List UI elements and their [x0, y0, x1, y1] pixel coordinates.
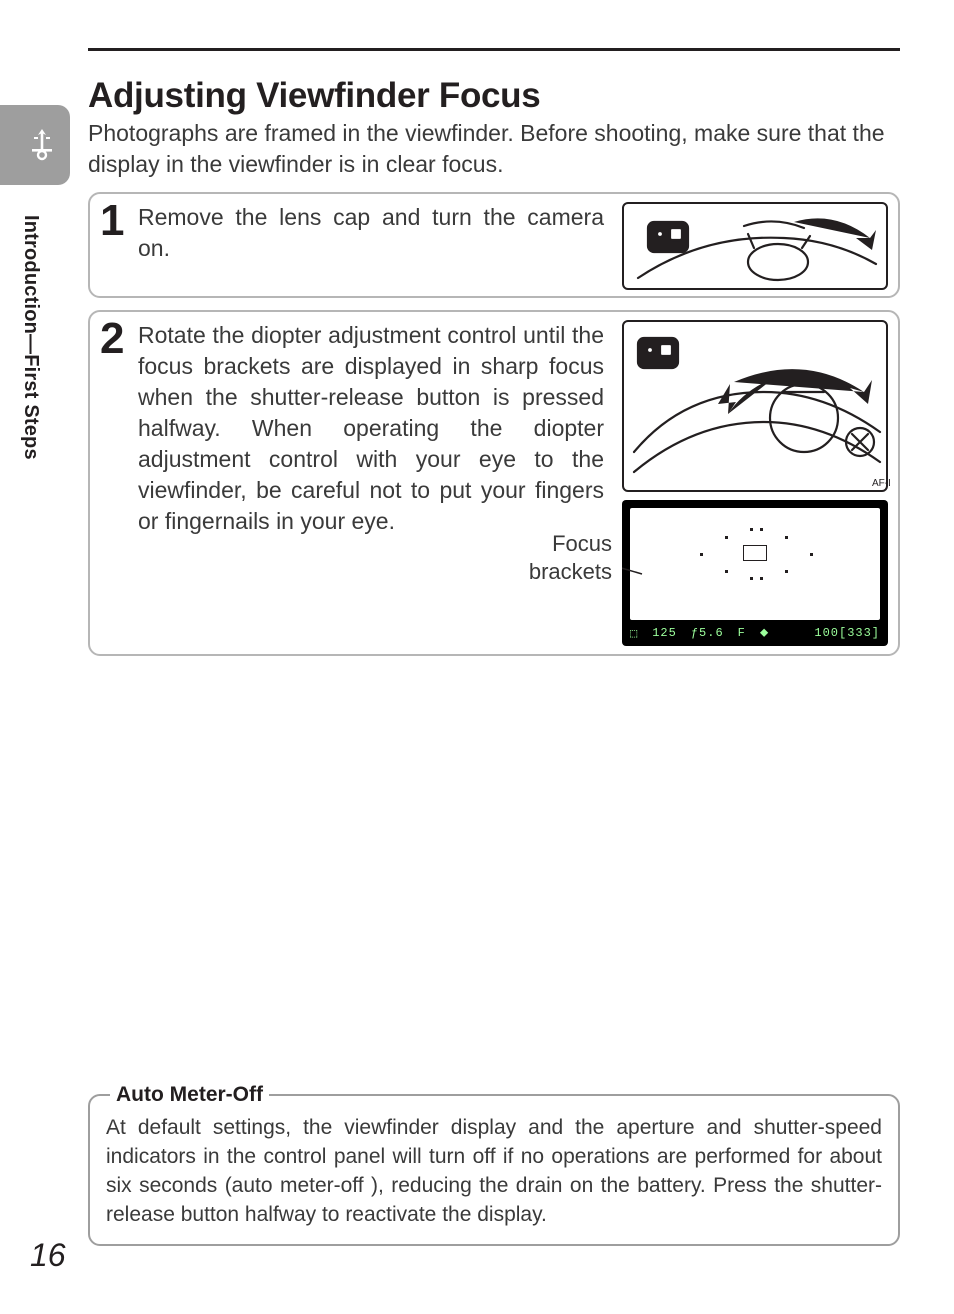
top-horizontal-rule — [88, 48, 900, 51]
step-2-box: 2 Rotate the diopter adjustment control … — [88, 310, 900, 656]
leader-line-icon — [622, 534, 654, 594]
sidebar-section-label: Introduction—First Steps — [19, 215, 42, 460]
diopter-dial-icon: AF-L — [624, 322, 890, 494]
tutorial-icon — [28, 127, 56, 161]
step-2-number: 2 — [100, 314, 124, 364]
vf-readout-mid: ⬥ — [760, 626, 769, 640]
vf-readout-shutter: 125 — [652, 626, 677, 640]
camera-power-on-icon — [624, 204, 890, 292]
callout-heading: Auto Meter-Off — [110, 1083, 269, 1107]
step-1-illustration — [622, 202, 888, 290]
intro-paragraph: Photographs are framed in the viewfinder… — [88, 118, 900, 179]
viewfinder-focus-bracket-icon — [743, 545, 767, 561]
step-2-viewfinder-illustration: ⬚ 125 ƒ5.6 F ⬥ 100[333] — [622, 500, 888, 646]
manual-page: Introduction—First Steps Adjusting Viewf… — [0, 0, 954, 1314]
step-2-diopter-illustration: AF-L — [622, 320, 888, 492]
section-tab — [0, 105, 70, 185]
vf-readout-aperture: ƒ5.6 — [691, 626, 724, 640]
step-1-box: 1 Remove the lens cap and turn the camer… — [88, 192, 900, 298]
vf-readout-icon: ⬚ — [630, 626, 638, 641]
focus-brackets-label-line1: Focus — [552, 531, 612, 556]
svg-text:AF-L: AF-L — [872, 478, 890, 489]
focus-brackets-label: Focus brackets — [512, 530, 612, 585]
page-number: 16 — [30, 1237, 66, 1274]
page-title: Adjusting Viewfinder Focus — [88, 76, 540, 116]
step-1-text: Remove the lens cap and turn the camera … — [138, 202, 604, 264]
step-1-number: 1 — [100, 196, 124, 246]
viewfinder-frame — [630, 508, 880, 620]
callout-body: At default settings, the viewfinder disp… — [106, 1114, 882, 1230]
callout-box: At default settings, the viewfinder disp… — [88, 1094, 900, 1246]
viewfinder-readout: ⬚ 125 ƒ5.6 F ⬥ 100[333] — [630, 624, 880, 642]
vf-readout-frames: 100[333] — [814, 626, 880, 640]
focus-brackets-label-line2: brackets — [529, 559, 612, 584]
vf-readout-f: F — [738, 626, 746, 640]
step-2-text: Rotate the diopter adjustment control un… — [138, 320, 604, 537]
